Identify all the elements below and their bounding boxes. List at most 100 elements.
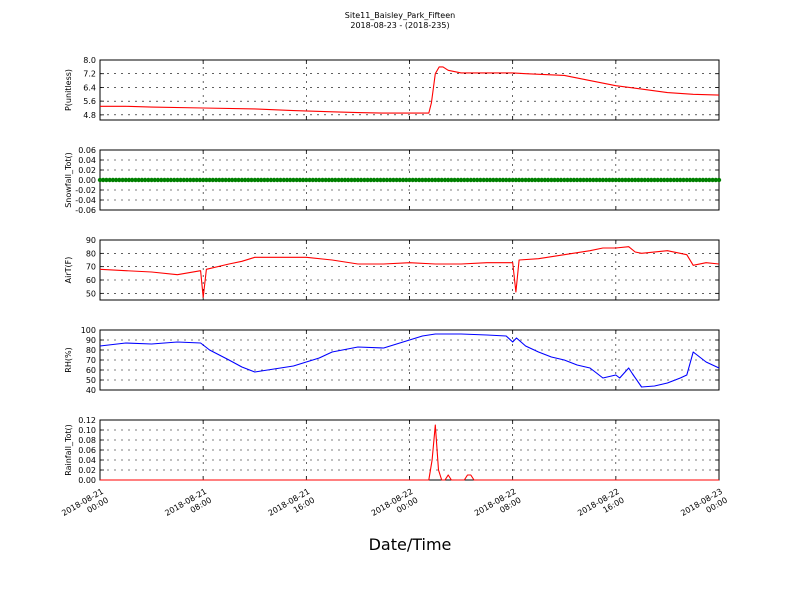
y-tick-label: 0.06 xyxy=(78,146,96,155)
series-point xyxy=(458,177,464,183)
series-point xyxy=(275,177,280,183)
y-tick-label: 40 xyxy=(86,386,96,395)
series-point xyxy=(413,177,419,183)
series-point xyxy=(578,177,583,183)
series-point xyxy=(516,177,522,183)
series-point xyxy=(407,177,412,183)
series-point xyxy=(652,177,657,183)
series-point xyxy=(165,177,170,183)
panel-frame xyxy=(99,59,720,121)
series-point xyxy=(317,177,322,183)
series-point xyxy=(333,177,338,183)
series-point xyxy=(468,177,473,183)
series-point xyxy=(703,177,709,183)
y-tick-label: -0.04 xyxy=(75,196,96,205)
series-point xyxy=(297,177,303,183)
series-point xyxy=(510,177,515,183)
series-point xyxy=(681,177,686,183)
y-tick-label: -0.06 xyxy=(75,206,96,215)
series-line xyxy=(100,66,720,114)
series-point xyxy=(358,177,364,183)
series-point xyxy=(439,177,444,183)
y-axis-label: RH(%) xyxy=(64,347,73,372)
series-point xyxy=(381,177,386,183)
series-point xyxy=(597,177,602,183)
series-point xyxy=(213,177,219,183)
series-point xyxy=(423,177,428,183)
series-point xyxy=(613,177,618,183)
series-point xyxy=(300,177,306,183)
series-point xyxy=(574,177,580,183)
series-point xyxy=(201,177,206,183)
series-point xyxy=(342,177,348,183)
series-point xyxy=(607,177,612,183)
series-point xyxy=(207,177,212,183)
series-point xyxy=(500,177,506,183)
y-tick-label: 80 xyxy=(86,249,96,258)
series-point xyxy=(475,177,480,183)
series-point xyxy=(281,177,286,183)
series-point xyxy=(346,177,351,183)
series-point xyxy=(558,177,564,183)
series-point xyxy=(465,177,470,183)
series-point xyxy=(591,177,596,183)
series-point xyxy=(687,177,693,183)
series-point xyxy=(455,177,461,183)
series-point xyxy=(707,177,712,183)
series-point xyxy=(533,177,538,183)
series-point xyxy=(378,177,383,183)
series-point xyxy=(678,177,683,183)
y-tick-label: 0.02 xyxy=(78,166,96,175)
series-point xyxy=(645,177,651,183)
series-point xyxy=(394,177,399,183)
y-tick-label: 90 xyxy=(86,236,96,245)
series-point xyxy=(349,177,354,183)
series-point xyxy=(384,177,390,183)
y-tick-label: 50 xyxy=(86,376,96,385)
series-point xyxy=(426,177,431,183)
series-point xyxy=(471,177,477,183)
series-point xyxy=(284,177,290,183)
series-point xyxy=(271,177,277,183)
series-point xyxy=(497,177,502,183)
series-point xyxy=(658,177,664,183)
series-point xyxy=(291,177,296,183)
series-point xyxy=(130,177,135,183)
series-point xyxy=(662,177,667,183)
series-point xyxy=(478,177,483,183)
series-point xyxy=(716,177,722,183)
series-point xyxy=(520,177,525,183)
y-tick-label: 0.02 xyxy=(78,466,96,475)
series-point xyxy=(452,177,457,183)
series-point xyxy=(487,177,493,183)
series-point xyxy=(184,177,190,183)
series-point xyxy=(526,177,531,183)
series-point xyxy=(101,177,106,183)
series-point xyxy=(552,177,557,183)
series-point xyxy=(529,177,535,183)
series-point xyxy=(375,177,380,183)
series-point xyxy=(323,177,328,183)
series-point xyxy=(584,177,589,183)
series-point xyxy=(491,177,496,183)
series-point xyxy=(536,177,541,183)
series-line xyxy=(99,333,720,388)
series-point xyxy=(159,177,164,183)
series-point xyxy=(204,177,209,183)
series-point xyxy=(175,177,180,183)
y-tick-label: 8.0 xyxy=(83,56,96,65)
y-axis-label: P(unitless) xyxy=(64,69,73,111)
y-tick-label: 0.04 xyxy=(78,456,96,465)
series-point xyxy=(600,177,606,183)
y-tick-label: 0.00 xyxy=(78,176,96,185)
series-point xyxy=(149,177,154,183)
series-point xyxy=(168,177,174,183)
series-point xyxy=(668,177,673,183)
series-point xyxy=(107,177,112,183)
series-point xyxy=(565,177,570,183)
series-point xyxy=(549,177,554,183)
